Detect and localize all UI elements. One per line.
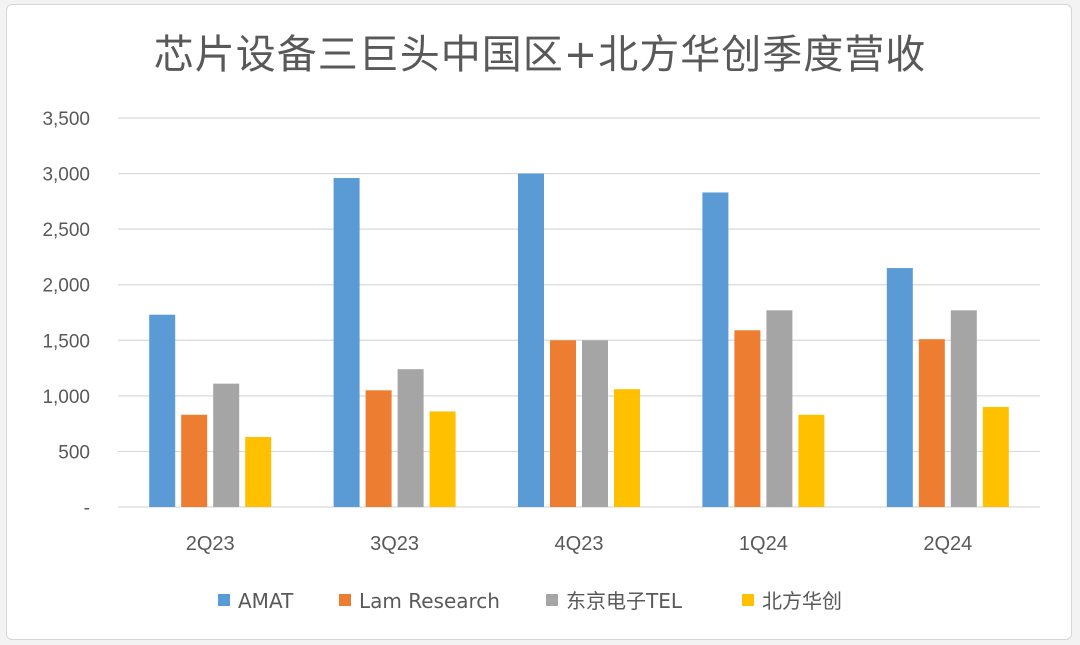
y-tick-label: 1,000 [42,387,90,408]
legend-label: AMAT [238,589,294,613]
bars [149,173,1009,508]
bar-0-2 [213,383,240,507]
bar-1-1 [365,390,392,507]
x-tick-label: 4Q23 [555,533,604,555]
bar-1-2 [397,369,424,507]
bar-2-1 [550,340,576,507]
bar-1-3 [429,411,456,507]
y-tick-label: 2,000 [42,276,90,297]
y-tick-label: - [84,498,90,519]
legend-label: 北方华创 [762,589,842,613]
bar-4-2 [950,310,977,507]
bar-3-3 [798,414,825,507]
x-tick-label: 2Q23 [186,533,235,555]
bar-2-3 [614,389,640,507]
x-tick-label: 2Q24 [923,533,972,555]
bar-3-0 [702,192,729,508]
y-tick-label: 2,500 [42,220,90,241]
gridlines [118,117,1040,508]
bar-4-3 [982,406,1009,507]
bar-0-0 [149,314,176,507]
y-tick-label: 500 [58,442,90,463]
bar-1-0 [333,178,360,507]
bar-0-1 [181,414,208,507]
legend-swatch [218,594,230,606]
legend-swatch [339,594,351,606]
y-tick-label: 1,500 [42,331,90,352]
legend-swatch [742,594,754,606]
x-axis: 2Q23 3Q23 4Q23 1Q24 2Q24 [186,533,973,555]
legend-label: 东京电子TEL [566,589,683,613]
bar-3-2 [766,310,793,507]
chart-title: 芯片设备三巨头中国区+北方华创季度营收 [153,32,927,78]
x-tick-label: 3Q23 [370,533,419,555]
y-axis: - 500 1,000 1,500 2,000 2,500 3,000 3,500 [42,109,90,519]
legend-label: Lam Research [359,589,500,613]
legend: AMAT Lam Research 东京电子TEL 北方华创 [218,589,842,613]
bar-4-1 [918,339,945,507]
bar-3-1 [734,330,761,507]
bar-0-3 [245,436,272,507]
legend-swatch [546,594,558,606]
bar-2-2 [582,340,608,507]
bar-2-0 [518,173,544,508]
y-tick-label: 3,500 [42,109,90,130]
y-tick-label: 3,000 [42,165,90,186]
bar-4-0 [886,268,913,507]
x-tick-label: 1Q24 [739,533,788,555]
